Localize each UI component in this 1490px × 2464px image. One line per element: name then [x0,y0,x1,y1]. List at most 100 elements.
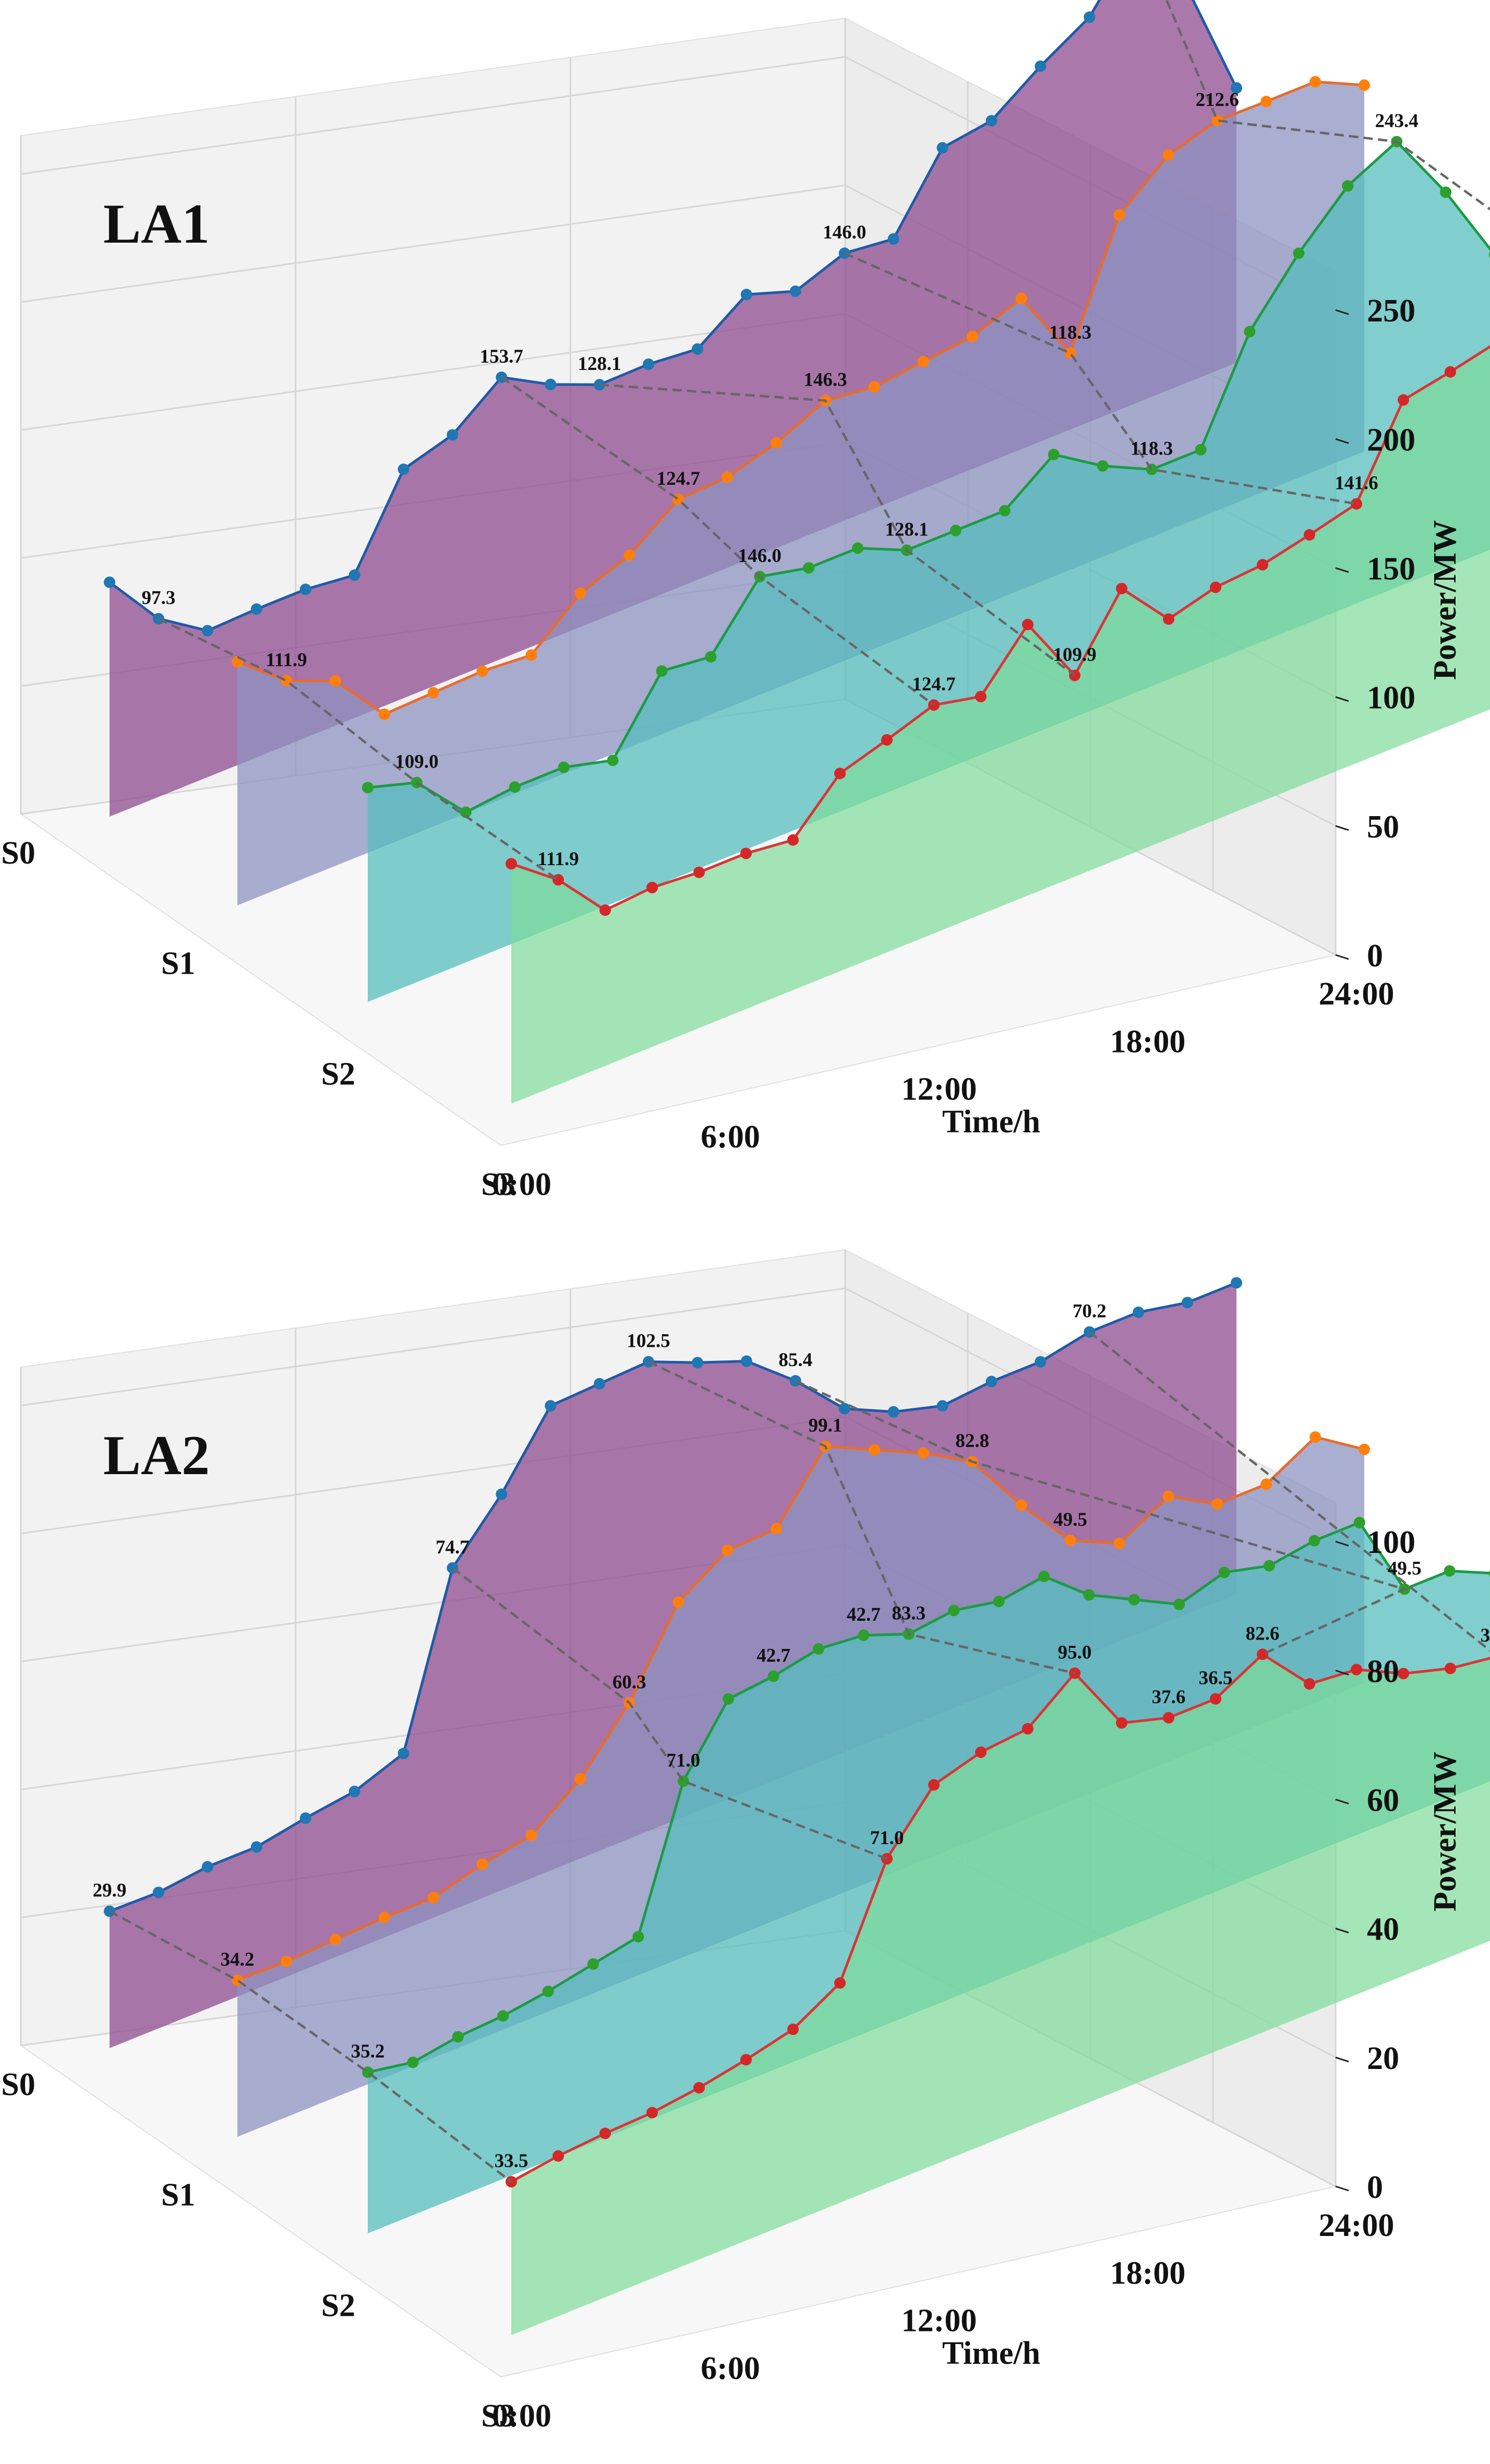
point-s3 [1116,582,1127,594]
panel-la1: 97.3153.7128.1146.0256.2111.9124.7146.31… [1,0,1490,1202]
point-s3 [599,2127,611,2139]
z-tick-label: 0 [1367,2170,1383,2205]
point-s0 [789,285,801,297]
peak-link-line [158,617,559,881]
data-label: 128.1 [578,353,621,375]
z-tick-label: 200 [1367,422,1415,458]
point-s2 [1444,1565,1456,1577]
point-s1 [427,687,439,699]
point-s2 [1308,1535,1320,1547]
point-s3 [1022,1723,1034,1735]
point-s2 [587,1958,599,1970]
point-s2 [1342,180,1354,192]
x-tick-label: 18:00 [1110,1024,1186,1059]
data-label: 60.3 [612,1671,646,1693]
point-s2 [509,781,521,793]
point-s2 [1264,1560,1275,1572]
point-s1 [1015,292,1027,304]
point-s3 [740,847,752,859]
data-label: 70.2 [1073,1301,1107,1322]
point-s1 [722,1544,734,1556]
z-tick-mark [1335,825,1349,831]
point-s3 [1351,498,1362,510]
data-label: 124.7 [657,468,700,489]
data-label: 111.9 [537,848,579,870]
x-tick-label: 24:00 [1319,976,1395,1012]
point-s2 [1038,1571,1050,1583]
data-label: 109.0 [395,751,438,773]
data-label: 29.9 [93,1880,127,1901]
point-s3 [693,866,705,878]
point-s0 [201,1861,213,1873]
x-tick-label: 18:00 [1110,2255,1186,2291]
data-label: 42.7 [756,1645,790,1666]
point-s3 [975,1746,987,1758]
point-s1 [868,381,880,393]
data-label: 212.6 [1196,89,1239,111]
point-s1 [1113,1537,1125,1549]
point-s2 [1173,1598,1185,1610]
peak-link-line [599,383,1076,677]
point-s0 [496,1488,508,1500]
point-s0 [691,343,703,355]
area-s1 [237,81,1364,905]
z-tick-mark [1335,309,1349,315]
point-s2 [656,665,668,677]
point-s2 [1244,326,1256,338]
point-s3 [646,881,658,893]
z-tick-mark [1335,2185,1349,2192]
point-s0 [691,1357,703,1369]
point-s1 [1064,1534,1076,1546]
point-s2 [852,542,864,554]
point-s1 [1359,79,1370,91]
point-s1 [1211,114,1223,126]
z-tick-mark [1335,567,1349,573]
point-s0 [398,1748,410,1760]
point-s2 [1048,449,1060,461]
scenario-tick-label: S0 [1,835,35,871]
point-s3 [506,858,517,870]
z-tick-label: 40 [1367,1912,1399,1947]
point-s3 [1304,529,1315,541]
point-s2 [497,2010,509,2022]
data-label: 99.1 [809,1415,843,1437]
point-s2 [813,1643,824,1655]
x-tick-label: 6:00 [701,1119,760,1155]
point-s3 [740,2054,752,2066]
point-s0 [299,583,311,595]
point-s0 [1035,60,1047,72]
point-s1 [329,675,341,687]
point-s1 [917,1447,929,1459]
z-tick-label: 20 [1367,2041,1399,2076]
point-s0 [250,1841,262,1853]
x-tick-label: 6:00 [701,2351,760,2386]
point-s3 [1210,581,1221,593]
scenario-tick-label: S0 [1,2067,35,2102]
z-tick-label: 60 [1367,1783,1399,1818]
point-s3 [787,2024,799,2036]
point-s3 [787,834,799,846]
plot-title: LA2 [103,1425,210,1487]
point-s2 [803,562,815,574]
point-s1 [771,437,783,449]
point-s1 [722,471,734,483]
line-s2 [367,139,1490,814]
point-s0 [594,1378,606,1390]
point-s3 [693,2082,705,2094]
plot-title: LA1 [103,193,210,255]
point-s1 [378,708,390,720]
point-s3 [1163,1712,1174,1724]
data-label: 243.4 [1375,110,1419,131]
point-s3 [1116,1717,1127,1729]
x-tick-label: 12:00 [902,1072,977,1107]
z-tick-label: 50 [1367,809,1399,845]
point-s2 [1293,247,1305,259]
point-s1 [623,549,635,561]
point-s0 [152,1886,164,1898]
point-s0 [104,576,115,588]
data-label: 118.3 [1131,438,1173,460]
point-s2 [460,806,472,818]
z-axis-label: Power/MW [1427,520,1463,680]
line-s0 [109,0,1238,632]
point-s3 [1351,1664,1362,1676]
